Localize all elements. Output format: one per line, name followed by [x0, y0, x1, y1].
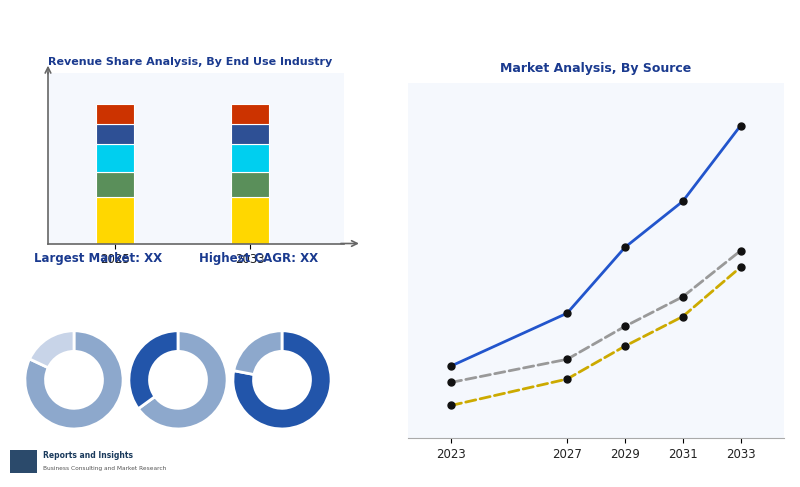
Wedge shape	[129, 331, 178, 409]
Bar	[231, 172, 269, 197]
Bar	[231, 144, 269, 172]
Wedge shape	[30, 331, 74, 368]
Bar	[97, 144, 134, 172]
Wedge shape	[234, 331, 282, 375]
Title: Market Analysis, By Source: Market Analysis, By Source	[500, 62, 692, 75]
Wedge shape	[233, 331, 331, 429]
Text: Highest CAGR: XX: Highest CAGR: XX	[199, 252, 318, 265]
Text: Largest Market: XX: Largest Market: XX	[34, 252, 162, 265]
Text: Reports and Insights: Reports and Insights	[43, 451, 133, 460]
Wedge shape	[25, 331, 123, 429]
Bar	[97, 172, 134, 197]
Bar	[97, 124, 134, 144]
Wedge shape	[138, 331, 227, 429]
Text: Business Consulting and Market Research: Business Consulting and Market Research	[43, 466, 166, 471]
Bar	[231, 104, 269, 124]
Bar	[10, 450, 37, 472]
Bar	[231, 124, 269, 144]
Bar	[97, 197, 134, 244]
Text: GLOBAL RECYCLED COBALT MARKET SEGMENT ANALYSIS: GLOBAL RECYCLED COBALT MARKET SEGMENT AN…	[14, 19, 456, 34]
Bar	[231, 197, 269, 244]
Text: Revenue Share Analysis, By End Use Industry: Revenue Share Analysis, By End Use Indus…	[48, 56, 332, 67]
Bar	[97, 104, 134, 124]
